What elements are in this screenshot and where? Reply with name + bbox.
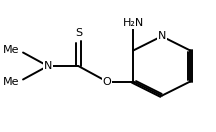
Text: Me: Me bbox=[3, 77, 19, 86]
Text: S: S bbox=[75, 28, 82, 38]
Text: H₂N: H₂N bbox=[123, 18, 144, 28]
Text: N: N bbox=[44, 61, 52, 71]
Text: Me: Me bbox=[3, 46, 19, 55]
Text: N: N bbox=[157, 31, 166, 41]
Text: O: O bbox=[102, 77, 111, 86]
